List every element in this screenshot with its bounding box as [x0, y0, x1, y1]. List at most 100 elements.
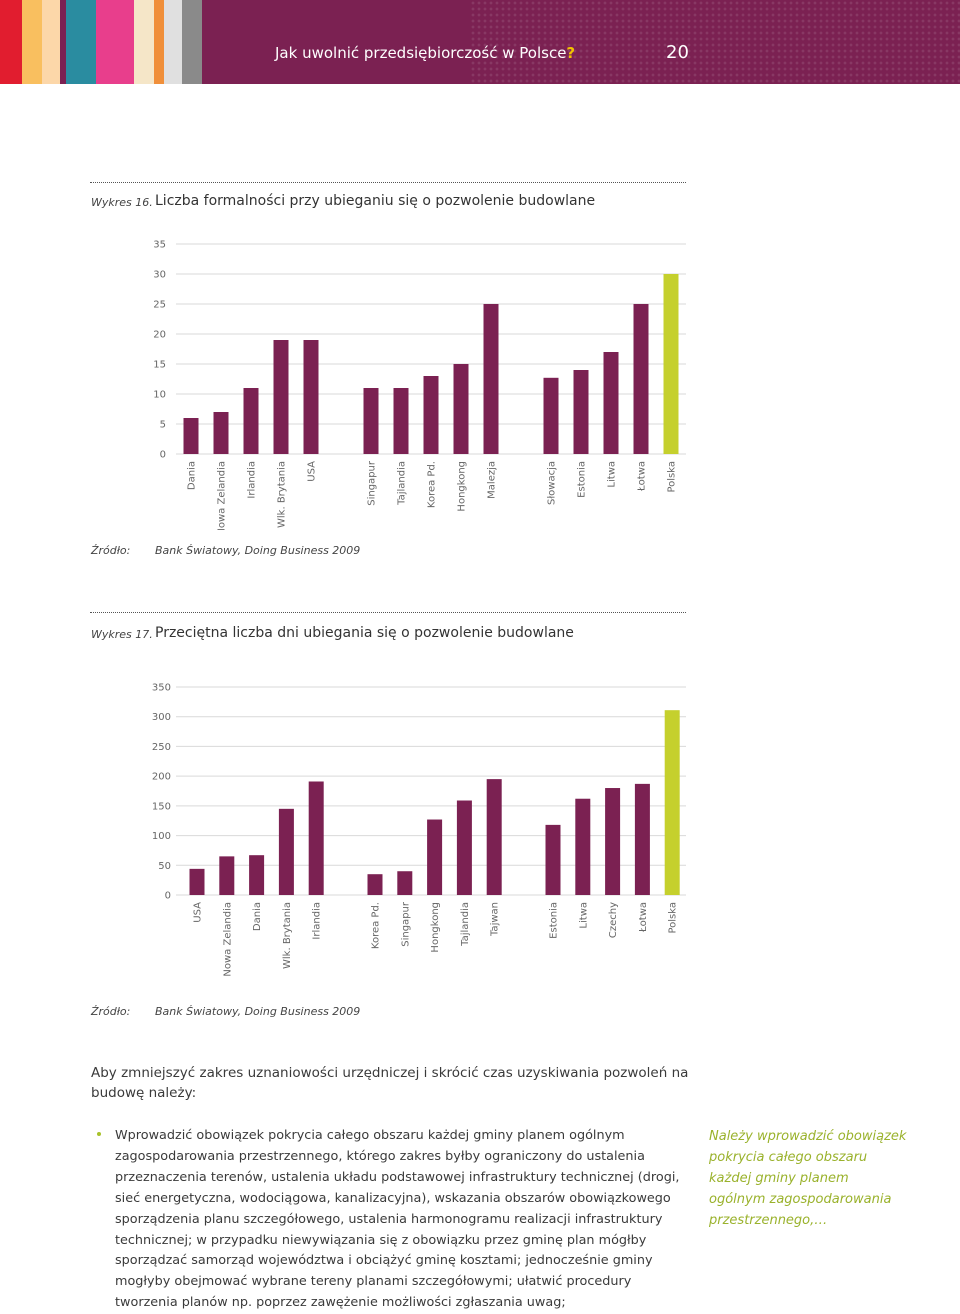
- bar: [243, 388, 259, 454]
- figure16-title: Liczba formalności przy ubieganiu się o …: [155, 193, 596, 209]
- y-tick-label: 20: [153, 330, 166, 341]
- x-tick-label: Estonia: [577, 461, 588, 498]
- bar: [303, 340, 319, 454]
- x-tick-label: Słowacja: [547, 461, 558, 505]
- chart-days: 0 50 100 150 200 250 300 350 USA Nowa Zelandia Dan…: [152, 683, 686, 977]
- side-note: Należy wprowadzić obowiązek pokrycia cał…: [709, 1129, 907, 1228]
- publication-title-mark: ?: [566, 44, 576, 62]
- page-number: 20: [666, 42, 689, 63]
- bar: [423, 376, 439, 454]
- x-tick-label: Nowa Zelandia: [222, 902, 233, 977]
- bar: [573, 370, 589, 454]
- bullet-text: Wprowadzić obowiązek pokrycia całego obs…: [115, 1128, 680, 1311]
- y-tick-label: 350: [152, 683, 171, 694]
- x-tick-label: Irlandia: [312, 902, 323, 940]
- x-tick-label: Czechy: [608, 902, 619, 938]
- bar: [453, 364, 469, 454]
- y-tick-label: 50: [158, 861, 171, 872]
- x-tick-label: Nowa Zelandia: [217, 461, 228, 530]
- bar: [278, 808, 294, 895]
- bullet-dot-icon: [97, 1132, 101, 1136]
- color-stripes: [0, 0, 252, 84]
- publication-title-text: Jak uwolnić przedsiębiorczość w Polsce: [275, 44, 567, 62]
- x-tick-label: Wlk. Brytania: [277, 461, 288, 528]
- figure17-title: Przeciętna liczba dni ubiegania się o po…: [155, 625, 574, 641]
- y-tick-label: 200: [152, 772, 171, 783]
- bar: [575, 798, 591, 895]
- x-tick-label: Łotwa: [637, 461, 648, 492]
- figure16-divider: [90, 182, 686, 183]
- y-tick-label: 30: [153, 270, 166, 281]
- x-tick-label: Hongkong: [457, 461, 468, 512]
- y-tick-label: 0: [160, 450, 166, 461]
- bar: [397, 871, 413, 895]
- publication-title: Jak uwolnić przedsiębiorczość w Polsce?: [275, 44, 575, 62]
- x-tick-label: Estonia: [549, 902, 560, 939]
- x-tick-label: Hongkong: [430, 902, 441, 953]
- x-tick-label: Polska: [667, 461, 678, 493]
- bar: [219, 856, 235, 895]
- stripe: [154, 0, 164, 84]
- stripe: [22, 0, 42, 84]
- x-tick-label: Litwa: [578, 902, 589, 929]
- bar: [603, 352, 619, 454]
- bar: [213, 412, 229, 454]
- x-tick-label: Singapur: [367, 460, 378, 506]
- stripe: [134, 0, 154, 84]
- bar: [363, 388, 379, 454]
- bar: [249, 855, 265, 895]
- stripe: [60, 0, 66, 84]
- stripe: [0, 0, 22, 84]
- x-tick-label: USA: [307, 461, 318, 482]
- bar: [273, 340, 289, 454]
- x-tick-label: Singapur: [400, 901, 411, 947]
- bar: [308, 781, 324, 895]
- stripe: [164, 0, 182, 84]
- y-tick-label: 10: [153, 390, 166, 401]
- x-tick-label: Tajlandia: [460, 902, 471, 947]
- y-tick-label: 35: [153, 240, 166, 251]
- figure16-source-label: Źródło:: [91, 544, 131, 557]
- bar: [663, 274, 679, 454]
- bar: [483, 304, 499, 454]
- x-tick-label: Tajwan: [490, 902, 501, 937]
- y-tick-label: 25: [153, 300, 166, 311]
- bar: [393, 388, 409, 454]
- x-tick-label: Łotwa: [638, 902, 649, 933]
- bar: [183, 418, 199, 454]
- y-tick-label: 250: [152, 742, 171, 753]
- stripe: [66, 0, 96, 84]
- bar: [427, 819, 443, 895]
- x-tick-label: Korea Pd.: [371, 902, 382, 949]
- y-tick-label: 0: [165, 891, 171, 902]
- bar: [633, 304, 649, 454]
- bar: [486, 779, 502, 895]
- x-tick-label: Irlandia: [247, 461, 258, 499]
- y-tick-label: 5: [160, 420, 166, 431]
- x-tick-label: Korea Pd.: [427, 461, 438, 508]
- bar: [664, 710, 680, 895]
- x-tick-label: Dania: [252, 902, 263, 931]
- y-tick-label: 15: [153, 360, 166, 371]
- bar: [543, 377, 559, 454]
- x-tick-label: Dania: [187, 461, 198, 490]
- figure17-source: Bank Światowy, Doing Business 2009: [155, 1005, 361, 1018]
- stripe: [42, 0, 60, 84]
- y-tick-label: 300: [152, 712, 171, 723]
- bar: [545, 824, 561, 895]
- x-tick-label: Polska: [668, 902, 679, 934]
- x-tick-label: Malezja: [487, 461, 498, 499]
- page-header: Jak uwolnić przedsiębiorczość w Polsce? …: [0, 0, 960, 84]
- x-tick-label: Tajlandia: [397, 461, 408, 506]
- bar: [367, 874, 383, 895]
- stripe: [182, 0, 202, 84]
- y-tick-label: 100: [152, 831, 171, 842]
- figure17-label: Wykres 17.: [91, 628, 153, 641]
- x-tick-label: USA: [193, 902, 204, 923]
- x-tick-label: Wlk. Brytania: [282, 902, 293, 969]
- stripe: [96, 0, 134, 84]
- figure17-divider: [90, 612, 686, 613]
- y-tick-label: 150: [152, 801, 171, 812]
- figure17-source-label: Źródło:: [91, 1005, 131, 1018]
- dot-pattern: [470, 0, 960, 84]
